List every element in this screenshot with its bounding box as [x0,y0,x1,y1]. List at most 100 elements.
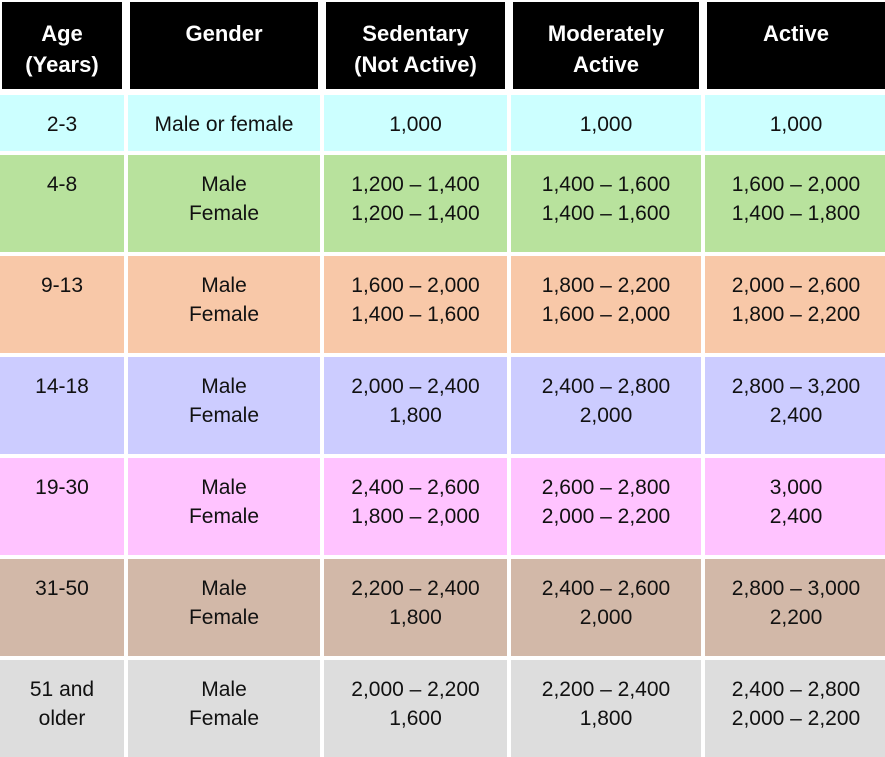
cell-line: 1,400 – 1,600 [351,303,480,326]
cell-line: 2,000 – 2,400 [351,375,480,398]
cell-line: 2,000 – 2,200 [731,707,861,730]
table-cell-age: 31-50 [0,559,124,656]
table-cell-age: 9-13 [0,256,124,353]
header-active: Active [705,0,885,91]
cell-line: older [38,707,86,730]
cell-line: 1,200 – 1,400 [351,202,480,225]
table-cell-sedentary: 1,000 [324,95,507,151]
header-line: Moderately [547,21,665,46]
header-age: Age (Years) [0,0,124,91]
table-cell-active: 2,800 – 3,200 2,400 [705,357,885,454]
cell-line: Female [188,707,260,730]
cell-line: 3,000 [769,476,823,499]
table-cell-age: 51 and older [0,660,124,757]
table-cell-age: 14-18 [0,357,124,454]
header-line: Gender [185,21,263,46]
cell-line: Male [201,678,247,701]
table-cell-moderately-active: 2,400 – 2,600 2,000 [511,559,701,656]
cell-line: 14-18 [35,375,89,398]
cell-line: 2,000 [579,404,633,427]
cell-line: 9-13 [40,274,84,297]
cell-line: 1,000 [579,113,633,136]
cell-line: Male [201,274,247,297]
table-cell-gender: Male Female [128,559,320,656]
cell-line: 1,600 – 2,000 [731,173,861,196]
cell-line: 19-30 [35,476,89,499]
table-cell-gender: Male Female [128,660,320,757]
table-cell-gender: Male Female [128,256,320,353]
cell-line: Male or female [154,113,294,136]
cell-line: 2,200 [769,606,823,629]
cell-line: 2-3 [46,113,78,136]
cell-line: 1,600 – 2,000 [351,274,480,297]
cell-line: 31-50 [35,577,89,600]
cell-line: Male [201,375,247,398]
cell-line: Female [188,303,260,326]
cell-line: 2,600 – 2,800 [541,476,671,499]
table-cell-sedentary: 1,600 – 2,000 1,400 – 1,600 [324,256,507,353]
cell-line: 2,800 – 3,200 [731,375,861,398]
cell-line: 2,400 – 2,600 [351,476,480,499]
table-cell-moderately-active: 2,400 – 2,800 2,000 [511,357,701,454]
cell-line: 2,400 – 2,800 [541,375,671,398]
cell-line: 1,600 – 2,000 [541,303,671,326]
cell-line: 1,200 – 1,400 [351,173,480,196]
table-cell-active: 1,600 – 2,000 1,400 – 1,800 [705,155,885,252]
cell-line: 1,800 [389,404,442,427]
table-cell-moderately-active: 1,800 – 2,200 1,600 – 2,000 [511,256,701,353]
cell-line: Female [188,202,260,225]
table-cell-sedentary: 2,400 – 2,600 1,800 – 2,000 [324,458,507,555]
cell-line: 51 and [29,678,95,701]
table-cell-moderately-active: 1,400 – 1,600 1,400 – 1,600 [511,155,701,252]
header-sedentary: Sedentary (Not Active) [324,0,507,91]
cell-line: 1,800 – 2,200 [731,303,861,326]
table-cell-gender: Male Female [128,155,320,252]
header-line: (Years) [25,52,99,77]
cell-line: 1,400 – 1,800 [731,202,861,225]
cell-line: Male [201,577,247,600]
cell-line: 1,400 – 1,600 [541,173,671,196]
cell-line: 2,400 – 2,600 [541,577,671,600]
cell-line: Female [188,505,260,528]
cell-line: 2,000 – 2,600 [731,274,861,297]
table-cell-gender: Male Female [128,458,320,555]
header-line: Age [41,21,83,46]
table-cell-moderately-active: 2,200 – 2,400 1,800 [511,660,701,757]
cell-line: Male [201,476,247,499]
table-cell-active: 2,000 – 2,600 1,800 – 2,200 [705,256,885,353]
cell-line: 2,400 – 2,800 [731,678,861,701]
table-cell-age: 19-30 [0,458,124,555]
header-line: Sedentary [362,21,469,46]
cell-line: 2,000 – 2,200 [541,505,671,528]
table-cell-age: 4-8 [0,155,124,252]
header-line: (Not Active) [354,52,477,77]
header-line: Active [572,52,640,77]
table-cell-sedentary: 2,200 – 2,400 1,800 [324,559,507,656]
cell-line: 2,000 – 2,200 [351,678,480,701]
cell-line: 1,000 [389,113,442,136]
table-cell-age: 2-3 [0,95,124,151]
cell-line: 4-8 [46,173,78,196]
cell-line: Female [188,404,260,427]
cell-line: 1,800 – 2,000 [351,505,480,528]
cell-line: 2,400 [769,505,823,528]
table-cell-moderately-active: 1,000 [511,95,701,151]
cell-line: 2,400 [769,404,823,427]
cell-line: Male [201,173,247,196]
table-cell-active: 2,400 – 2,800 2,000 – 2,200 [705,660,885,757]
cell-line: 1,800 – 2,200 [541,274,671,297]
table-cell-active: 3,000 2,400 [705,458,885,555]
cell-line: 2,000 [579,606,633,629]
header-moderately-active: Moderately Active [511,0,701,91]
cell-line: 1,400 – 1,600 [541,202,671,225]
table-cell-active: 2,800 – 3,000 2,200 [705,559,885,656]
table-cell-sedentary: 2,000 – 2,400 1,800 [324,357,507,454]
table-cell-gender: Male Female [128,357,320,454]
cell-line: 1,800 [579,707,633,730]
cell-line: 2,800 – 3,000 [731,577,861,600]
cell-line: 1,000 [769,113,823,136]
cell-line: 2,200 – 2,400 [541,678,671,701]
header-gender: Gender [128,0,320,91]
cell-line: Female [188,606,260,629]
